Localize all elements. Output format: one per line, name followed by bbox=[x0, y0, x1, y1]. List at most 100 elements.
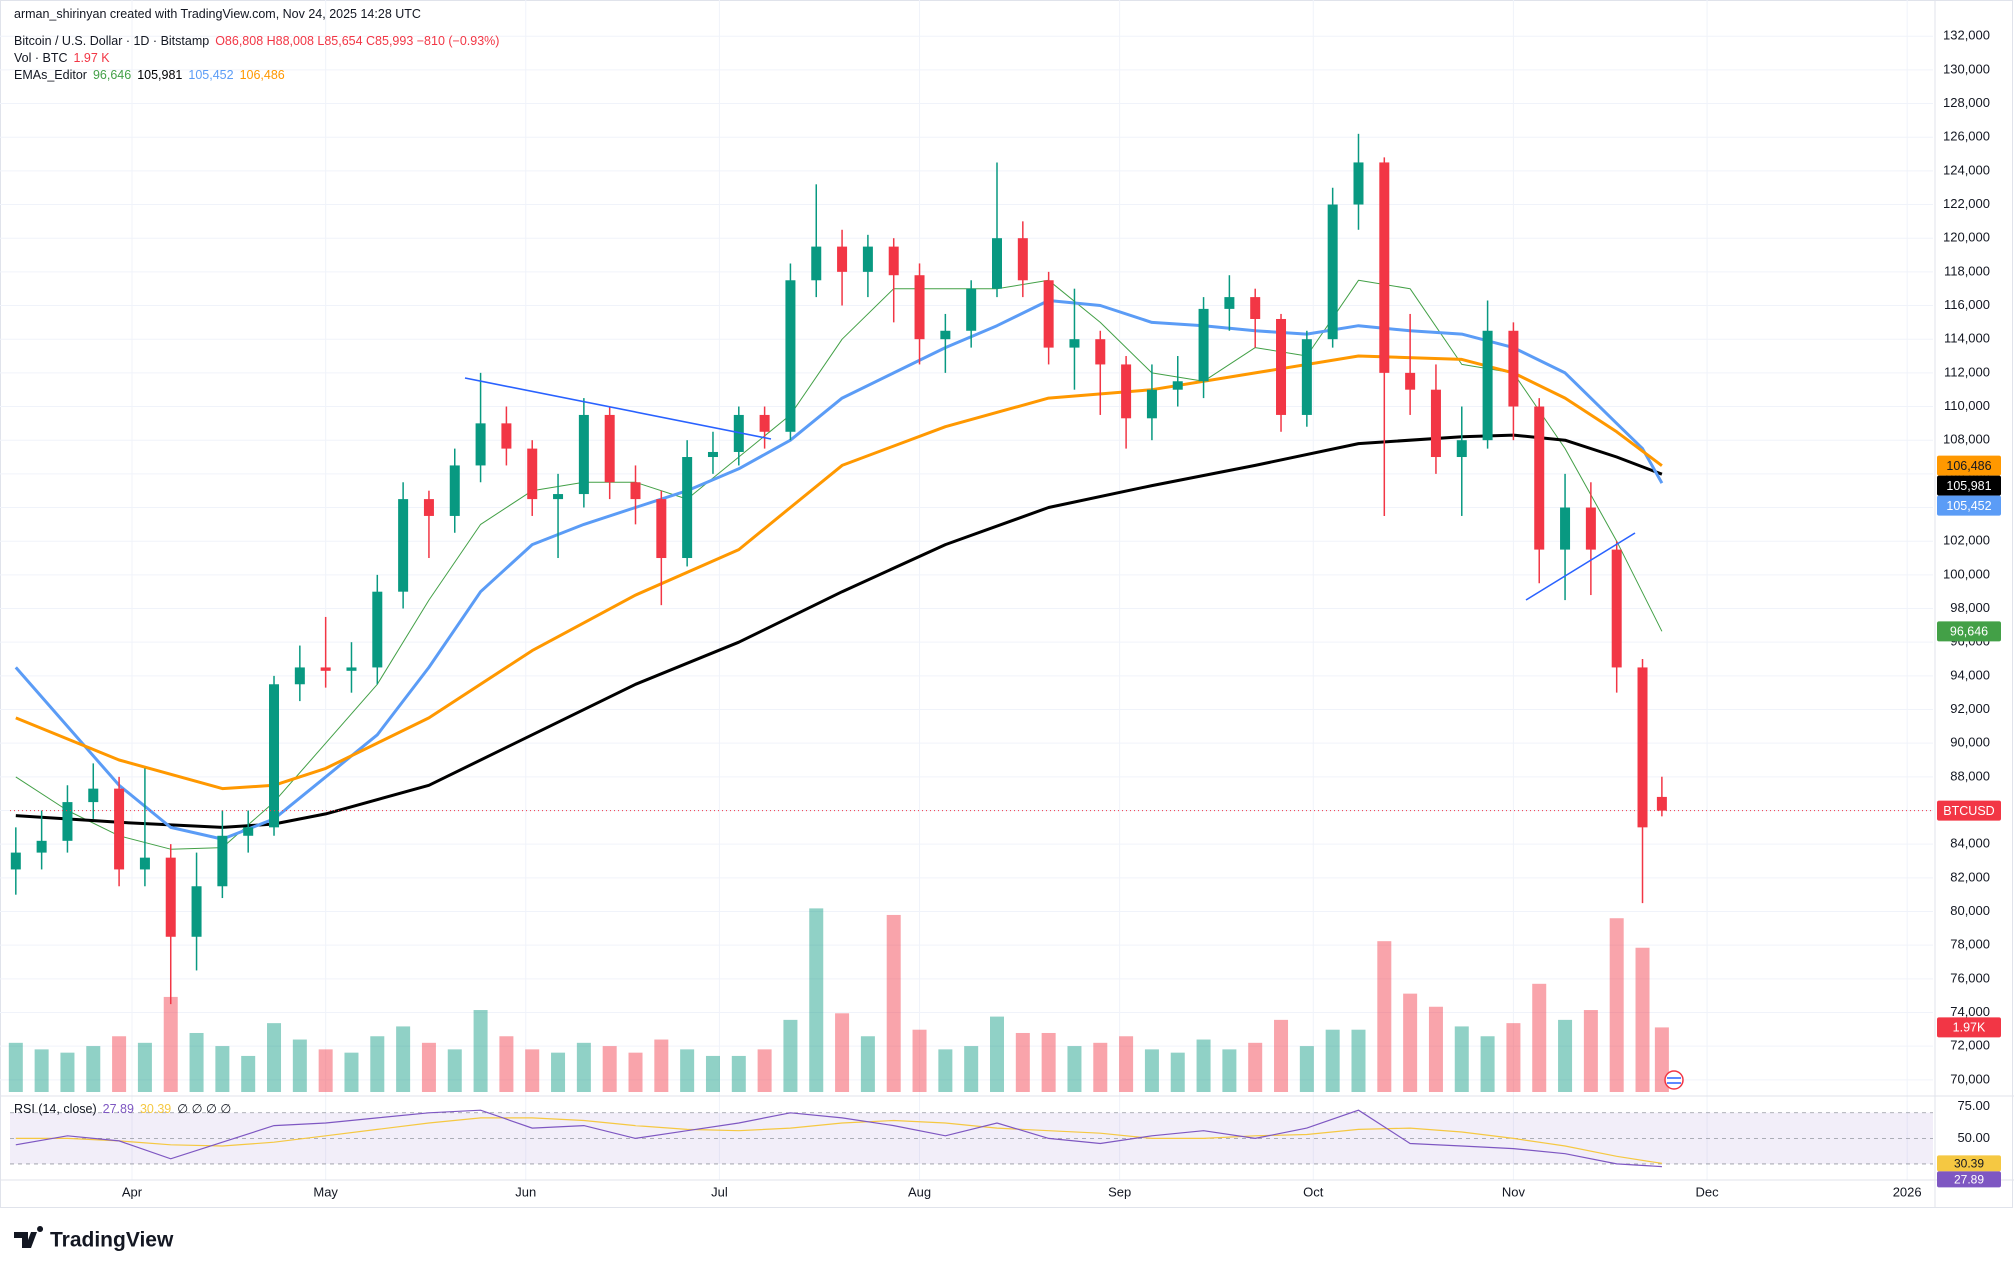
price-tag bbox=[1937, 475, 2001, 496]
price-tag-label: 1.97K bbox=[1953, 1021, 1986, 1035]
ema-line bbox=[15, 354, 1663, 791]
candle-body bbox=[837, 246, 848, 272]
rsi-line bbox=[15, 1109, 1662, 1168]
x-tick-label: Sep bbox=[1108, 1184, 1131, 1199]
candle-body bbox=[1276, 318, 1287, 415]
price-tag bbox=[1937, 800, 2001, 821]
candle-body bbox=[346, 667, 357, 671]
volume-bar bbox=[34, 1049, 49, 1092]
candle-body bbox=[423, 499, 434, 516]
rsi-title: RSI (14, close) bbox=[14, 1102, 97, 1116]
volume-title: Vol · BTC bbox=[14, 51, 68, 65]
volume-bar bbox=[576, 1042, 591, 1092]
volume-bar bbox=[447, 1049, 462, 1092]
volume-bar bbox=[1583, 1010, 1598, 1092]
volume-bar bbox=[112, 1036, 127, 1092]
volume-bar bbox=[1170, 1052, 1185, 1092]
ema-line bbox=[15, 279, 1663, 850]
rsi-extra: ∅ ∅ ∅ ∅ bbox=[177, 1102, 232, 1116]
candle-body bbox=[1405, 372, 1416, 390]
candle-body bbox=[527, 448, 538, 500]
candle-body bbox=[733, 414, 744, 452]
trendline bbox=[464, 377, 772, 440]
candle-body bbox=[1301, 339, 1312, 415]
y-tick-label: 130,000 bbox=[1943, 61, 1990, 76]
volume-bar bbox=[1067, 1046, 1082, 1092]
volume-bar bbox=[1325, 1029, 1340, 1092]
volume-bar bbox=[628, 1052, 643, 1092]
volume-bar bbox=[137, 1042, 152, 1092]
logo-icon bbox=[14, 1226, 44, 1248]
candle-body bbox=[1095, 339, 1106, 365]
volume-bar bbox=[654, 1039, 669, 1092]
ema-value: 96,646 bbox=[92, 68, 132, 82]
volume-bar bbox=[318, 1049, 333, 1092]
x-tick-label: Aug bbox=[908, 1184, 931, 1199]
candle-body bbox=[1069, 339, 1080, 348]
candle-body bbox=[1379, 162, 1390, 373]
candle-body bbox=[862, 246, 873, 272]
candle-body bbox=[10, 852, 21, 870]
volume-bar bbox=[809, 908, 824, 1092]
candle-body bbox=[630, 482, 641, 500]
volume-bar bbox=[1532, 983, 1547, 1092]
y-tick-label: 116,000 bbox=[1944, 297, 1990, 312]
y-tick-label: 114,000 bbox=[1944, 331, 1990, 346]
volume-bar bbox=[86, 1046, 101, 1092]
volume-bar bbox=[1248, 1042, 1263, 1092]
candle-body bbox=[475, 423, 486, 466]
candle-body bbox=[269, 684, 280, 828]
volume-bar bbox=[267, 1023, 282, 1092]
price-tag bbox=[1937, 1017, 2001, 1038]
volume-bar bbox=[886, 914, 901, 1092]
volume-bar bbox=[1609, 918, 1624, 1092]
volume-bar bbox=[680, 1049, 695, 1092]
candle-body bbox=[1430, 389, 1441, 458]
price-tag-label: 105,452 bbox=[1946, 499, 1991, 513]
volume-bar bbox=[551, 1052, 566, 1092]
volume-bar bbox=[1015, 1032, 1030, 1092]
candle-body bbox=[36, 840, 47, 853]
rsi-ma-value: 30.39 bbox=[139, 1102, 172, 1116]
price-tag bbox=[1937, 455, 2001, 476]
candle-body bbox=[966, 288, 977, 331]
y-tick-label: 124,000 bbox=[1943, 162, 1990, 177]
candle-body bbox=[1611, 549, 1622, 668]
candle-body bbox=[1353, 162, 1364, 205]
candle-body bbox=[991, 238, 1002, 289]
ema-title: EMAs_Editor bbox=[14, 68, 87, 82]
candle-body bbox=[217, 835, 228, 887]
volume-bar bbox=[602, 1046, 617, 1092]
logo-text: TradingView bbox=[50, 1229, 174, 1252]
y-tick-label: 108,000 bbox=[1943, 432, 1990, 447]
volume-bar bbox=[912, 1029, 927, 1092]
x-tick-label: May bbox=[313, 1184, 338, 1199]
volume-bar bbox=[1403, 993, 1418, 1092]
candle-body bbox=[1172, 381, 1183, 390]
y-tick-label: 94,000 bbox=[1950, 667, 1990, 682]
volume-bar bbox=[1351, 1029, 1366, 1092]
candle-body bbox=[914, 275, 925, 340]
y-tick-label: 128,000 bbox=[1943, 95, 1990, 110]
volume-bar bbox=[938, 1049, 953, 1092]
candle-body bbox=[62, 802, 73, 841]
y-tick-label: 90,000 bbox=[1950, 735, 1990, 750]
price-tag bbox=[1937, 495, 2001, 516]
volume-bar bbox=[370, 1036, 385, 1092]
ema-line bbox=[14, 299, 1664, 841]
volume-bar bbox=[731, 1055, 746, 1092]
y-tick-label: 126,000 bbox=[1943, 129, 1990, 144]
candle-body bbox=[1560, 507, 1571, 550]
rsi-value: 27.89 bbox=[102, 1102, 134, 1116]
candle-body bbox=[191, 886, 202, 937]
volume-bar bbox=[1093, 1042, 1108, 1092]
candle-body bbox=[1656, 796, 1667, 811]
x-tick-label: Jul bbox=[711, 1184, 728, 1199]
candle-body bbox=[1250, 297, 1261, 319]
volume-bar bbox=[964, 1046, 979, 1092]
candle-body bbox=[1585, 507, 1596, 550]
volume-bar bbox=[1274, 1019, 1289, 1092]
volume-bar bbox=[1428, 1006, 1443, 1092]
y-tick-label: 122,000 bbox=[1943, 196, 1990, 211]
